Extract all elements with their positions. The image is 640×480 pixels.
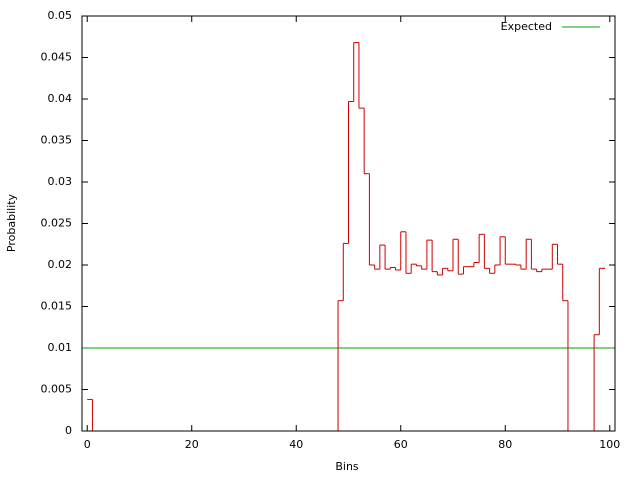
x-tick-label: 0 bbox=[84, 438, 91, 451]
y-tick-label: 0.015 bbox=[41, 300, 73, 313]
y-tick-label: 0.01 bbox=[48, 341, 73, 354]
x-tick-label: 80 bbox=[498, 438, 512, 451]
x-tick-label: 40 bbox=[289, 438, 303, 451]
legend-label: Expected bbox=[501, 20, 552, 33]
x-axis-label: Bins bbox=[335, 460, 359, 473]
y-tick-label: 0.035 bbox=[41, 134, 73, 147]
y-tick-label: 0 bbox=[65, 424, 72, 437]
step-point bbox=[603, 267, 606, 269]
y-tick-label: 0.02 bbox=[48, 258, 73, 271]
x-tick-label: 100 bbox=[599, 438, 620, 451]
x-tick-label: 60 bbox=[394, 438, 408, 451]
y-axis-label: Probability bbox=[5, 193, 18, 252]
x-tick-label: 20 bbox=[185, 438, 199, 451]
y-tick-label: 0.005 bbox=[41, 383, 73, 396]
y-tick-label: 0.04 bbox=[48, 92, 73, 105]
plot-frame bbox=[81, 15, 616, 432]
y-tick-label: 0.025 bbox=[41, 217, 73, 230]
y-tick-label: 0.05 bbox=[48, 9, 73, 22]
y-tick-label: 0.045 bbox=[41, 51, 73, 64]
y-tick-label: 0.03 bbox=[48, 175, 73, 188]
